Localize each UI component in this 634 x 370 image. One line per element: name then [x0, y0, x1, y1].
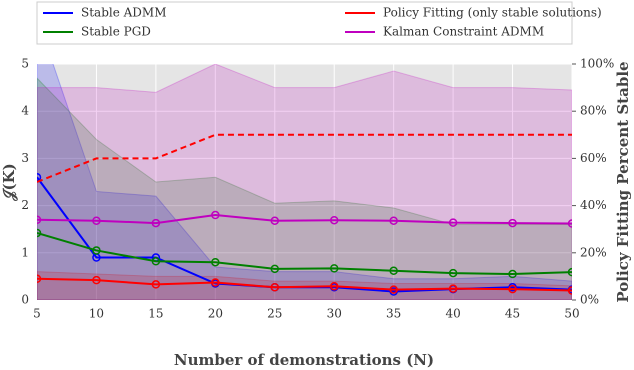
legend-box [36, 1, 573, 45]
point [389, 216, 398, 225]
x-tick-label: 35 [386, 307, 401, 321]
x-tick-label: 20 [208, 307, 223, 321]
y-tick-label: 0 [21, 293, 29, 307]
point [211, 278, 220, 287]
series-line [37, 232, 572, 276]
y2-tick-label: 40% [580, 198, 607, 212]
point [508, 269, 517, 279]
series-line [37, 277, 572, 292]
x-tick-label: 45 [505, 307, 520, 321]
x-tick-label: 30 [327, 307, 342, 321]
point [211, 257, 220, 267]
legend: Stable ADMM Policy Fitting (only stable s… [43, 6, 602, 39]
lines [37, 133, 572, 296]
y2-tick-label: 0% [580, 293, 599, 307]
x-tick-label: 10 [89, 307, 104, 321]
y2-axis-label: Policy Fitting Percent Stable [614, 61, 632, 302]
point [92, 216, 101, 225]
grid [36, 63, 573, 301]
point [329, 282, 339, 291]
x-tick-label: 25 [267, 307, 282, 321]
y2-tick-label: 100% [580, 57, 614, 71]
y2-tick-label: 80% [580, 104, 607, 118]
point [448, 218, 458, 227]
y-tick-label: 5 [21, 57, 29, 71]
y-tick-label: 3 [21, 151, 29, 165]
point [37, 173, 42, 182]
point [389, 285, 398, 294]
point [329, 264, 339, 273]
band [37, 77, 572, 300]
point [508, 284, 517, 294]
x-tick-label: 5 [33, 307, 41, 321]
point [37, 228, 42, 238]
y2-tick-label: 20% [580, 245, 607, 259]
series-line [37, 214, 572, 225]
y-tick-label: 4 [21, 104, 29, 118]
x-tick-label: 40 [445, 307, 460, 321]
axes: 5 10 15 20 25 30 35 40 45 500123450%20%40%60%80%1… [21, 57, 614, 321]
point [270, 216, 280, 225]
band [37, 64, 572, 300]
point [270, 264, 280, 274]
point [151, 218, 161, 228]
y-tick-label: 2 [21, 198, 29, 212]
legend-label: Stable PGD [81, 25, 151, 39]
x-axis-label: Number of demonstrations (N) [174, 351, 434, 369]
point [508, 218, 517, 228]
point [151, 257, 161, 266]
point [151, 280, 161, 289]
y-tick-label: 1 [21, 245, 29, 259]
legend-label: Kalman Constraint ADMM [383, 25, 544, 39]
point [567, 267, 572, 277]
point [37, 274, 42, 284]
point [448, 284, 458, 293]
point [37, 215, 42, 225]
point [389, 266, 398, 275]
band [37, 64, 572, 300]
x-tick-label: 50 [564, 307, 579, 321]
plot-background [37, 64, 572, 300]
x-tick-label: 15 [148, 307, 163, 321]
point [448, 268, 458, 278]
point [211, 210, 220, 220]
y2-tick-label: 60% [580, 151, 607, 165]
legend-label: Stable ADMM [81, 6, 167, 20]
point [92, 246, 101, 255]
series-line [37, 133, 572, 183]
point [329, 215, 339, 225]
point [567, 219, 572, 228]
point [270, 283, 280, 292]
legend-label: Policy Fitting (only stable solutions) [383, 6, 602, 20]
y-axis-label: 𝒥(K) [0, 163, 18, 202]
point [92, 275, 101, 285]
point [567, 286, 572, 295]
